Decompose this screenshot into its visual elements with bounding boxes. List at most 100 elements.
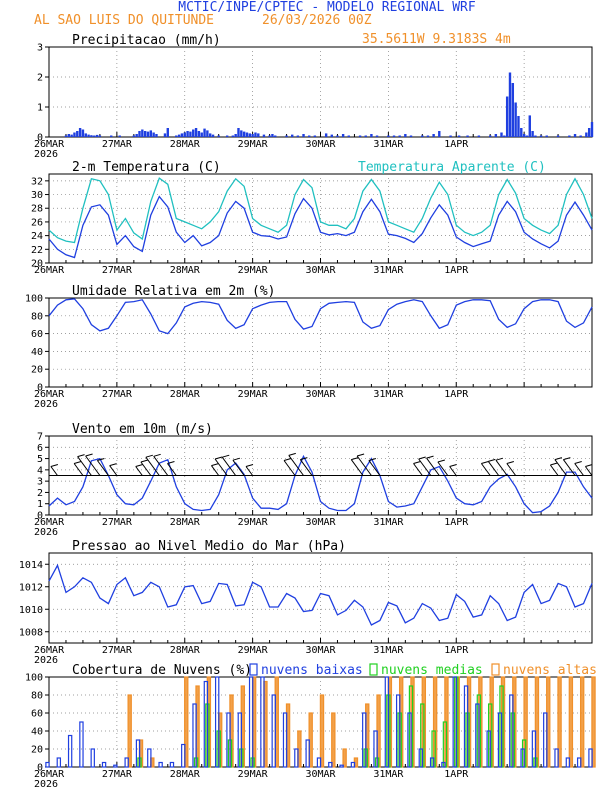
wind-ytick-label: 5	[37, 454, 43, 465]
humidity-ytick-label: 60	[31, 329, 43, 340]
station-coordinates: 35.5611W 9.3183S 4m	[362, 32, 511, 47]
cloud-bar-nuvens-baixas	[475, 703, 480, 768]
precip-bar	[180, 133, 184, 137]
precip-bar	[587, 128, 591, 137]
precip-bar	[211, 134, 215, 137]
precip-bar	[375, 135, 379, 137]
humidity-year-label: 2026	[34, 399, 58, 410]
wind-barb-feather	[50, 464, 59, 467]
cloud-bar-nuvens-baixas	[305, 739, 310, 768]
wind-barb	[214, 458, 228, 476]
precip-bar	[163, 133, 167, 137]
wind-barb	[449, 466, 457, 476]
wind-barb-feather	[222, 454, 230, 458]
precip-bar	[457, 135, 461, 137]
cloud-bar-nuvens-baixas	[56, 757, 62, 768]
precip-bar	[285, 135, 288, 137]
wind-barb	[232, 459, 245, 476]
wind-barb-feather	[550, 462, 558, 466]
wind-barb	[584, 466, 593, 476]
precip-bar	[392, 135, 396, 137]
wind-barb	[356, 455, 372, 476]
pressure-year-label: 2026	[34, 655, 58, 666]
precip-bar	[240, 130, 243, 137]
cloud-bar-nuvens-baixas	[531, 730, 537, 768]
legend-swatch-nuvens-medias	[369, 663, 378, 676]
precip-bar	[545, 135, 548, 137]
cloud-bar-nuvens-baixas	[67, 734, 73, 768]
precip-bar	[87, 134, 90, 137]
precip-bar	[268, 135, 271, 137]
precip-bar	[248, 133, 251, 137]
precip-bar	[203, 128, 206, 137]
wind-barb	[167, 463, 177, 476]
temperature-series-line	[48, 195, 593, 259]
wind-barb	[140, 461, 152, 476]
humidity-xtick-label: 27MAR	[102, 389, 133, 400]
wind-barb-feather	[74, 461, 82, 464]
wind-barb	[495, 459, 508, 476]
temperature-ytick-label: 24	[31, 231, 43, 242]
precip-bar	[110, 135, 113, 137]
wind-barb	[562, 459, 576, 476]
wind-barb-feather	[356, 453, 365, 457]
precip-bar	[579, 135, 582, 137]
precip-xtick-label: 1APR	[444, 139, 469, 150]
temperature-xtick-label: 31MAR	[373, 265, 404, 276]
precip-bar	[531, 131, 534, 137]
pressure-xtick-label: 31MAR	[373, 645, 404, 656]
pressure-xtick-label: 26MAR	[34, 645, 65, 656]
wind-barb-feather	[288, 452, 296, 456]
wind-barb-feather	[495, 457, 504, 461]
cloud-bar-nuvens-baixas	[497, 712, 503, 768]
wind-barb	[554, 459, 567, 476]
cloud-bar-nuvens-baixas	[158, 761, 163, 768]
precip-bar	[528, 115, 531, 137]
wind-barb-feather	[351, 457, 359, 461]
precip-bar	[217, 135, 220, 137]
wind-barb	[426, 457, 440, 476]
cloud-bar-nuvens-altas	[579, 676, 585, 768]
panel-clouds: 0 20 40 60 80 100 26MAR 27MAR 28MAR 29MAR 30MAR 31M…	[25, 663, 597, 790]
precip-bar	[192, 129, 195, 137]
wind-barb	[437, 461, 449, 476]
wind-barb	[50, 466, 58, 476]
precip-bar	[291, 134, 294, 137]
wind-barb-feather	[481, 461, 489, 464]
pressure-xtick-label: 28MAR	[170, 645, 201, 656]
temperature-series-line	[48, 177, 593, 244]
wind-title: Vento em 10m (m/s)	[72, 422, 213, 437]
cloud-bar-nuvens-altas	[127, 694, 132, 768]
cloud-bar-nuvens-baixas	[373, 730, 378, 768]
pressure-xtick-label: 30MAR	[305, 645, 336, 656]
wind-xtick-label: 30MAR	[305, 517, 336, 528]
precip-bar	[364, 135, 367, 137]
wind-barb-feather	[85, 453, 93, 457]
panel-humidity: 0 20 40 60 80 100 26MAR 27MAR 28MAR 29MAR 30MAR 31M…	[25, 284, 593, 410]
precip-bar	[197, 131, 201, 137]
precip-bar	[432, 134, 435, 137]
temperature-ytick-label: 32	[31, 176, 43, 187]
precip-bar	[500, 132, 503, 137]
precip-bar	[76, 131, 79, 137]
wind-barb-feather	[232, 457, 241, 461]
humidity-series-line	[48, 298, 593, 335]
precip-bar	[67, 134, 70, 137]
precip-bar	[95, 134, 99, 137]
precip-xtick-label: 31MAR	[373, 139, 404, 150]
precip-bar	[84, 133, 87, 137]
precip-bar	[225, 135, 229, 137]
run-date: 26/03/2026 00Z	[262, 13, 372, 28]
temperature-ytick-label: 22	[31, 245, 43, 256]
wind-barb-feather	[167, 461, 175, 464]
clouds-ytick-label: 40	[31, 727, 43, 738]
wind-barb	[221, 456, 237, 476]
precip-bar	[404, 134, 407, 137]
precip-bar	[302, 134, 305, 137]
wind-xtick-label: 1APR	[444, 517, 469, 528]
temperature-xtick-label: 26MAR	[34, 265, 65, 276]
pressure-ytick-label: 1010	[19, 605, 43, 616]
precip-xtick-label: 28MAR	[170, 139, 201, 150]
precip-bar	[568, 135, 571, 137]
